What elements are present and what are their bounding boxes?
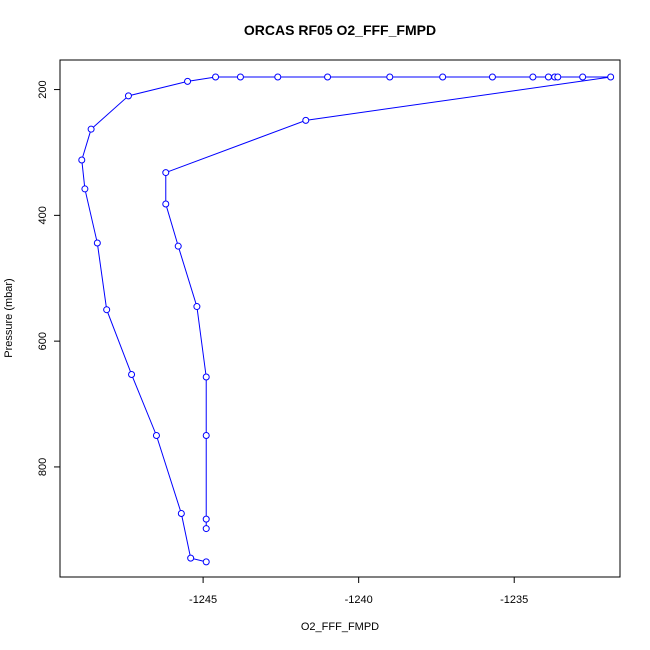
plot-frame bbox=[59, 59, 621, 578]
x-tick-label: -1235 bbox=[500, 594, 528, 606]
data-point bbox=[93, 239, 101, 247]
series-group bbox=[78, 73, 615, 566]
data-point bbox=[124, 92, 132, 100]
data-point bbox=[177, 509, 185, 517]
y-tick-label: 200 bbox=[37, 80, 49, 98]
y-axis-label: Pressure (mbar) bbox=[3, 278, 15, 357]
data-point bbox=[128, 370, 136, 378]
data-point bbox=[162, 169, 170, 177]
data-point bbox=[324, 73, 332, 81]
data-point bbox=[488, 73, 496, 81]
data-point bbox=[78, 156, 86, 164]
y-axis: 200 400 600 800 bbox=[37, 80, 60, 476]
y-tick-label: 400 bbox=[37, 206, 49, 224]
x-tick-label: -1245 bbox=[189, 594, 217, 606]
data-point bbox=[274, 73, 282, 81]
y-tick-label: 800 bbox=[37, 458, 49, 476]
data-point bbox=[103, 306, 111, 314]
data-point bbox=[152, 431, 160, 439]
data-point bbox=[202, 525, 210, 533]
data-point bbox=[607, 73, 615, 81]
data-point bbox=[202, 515, 210, 523]
data-point bbox=[202, 431, 210, 439]
series-line bbox=[81, 76, 611, 563]
x-tick-label: -1240 bbox=[345, 594, 373, 606]
y-tick-label: 600 bbox=[37, 332, 49, 350]
data-point bbox=[236, 73, 244, 81]
data-point bbox=[554, 73, 562, 81]
data-point bbox=[193, 303, 201, 311]
data-point bbox=[302, 116, 310, 124]
data-point bbox=[81, 185, 89, 193]
data-point bbox=[187, 554, 195, 562]
data-point bbox=[439, 73, 447, 81]
data-point bbox=[162, 200, 170, 208]
data-point bbox=[579, 73, 587, 81]
data-point bbox=[184, 77, 192, 85]
data-point bbox=[529, 73, 537, 81]
data-point bbox=[544, 73, 552, 81]
x-axis: -1245 -1240 -1235 bbox=[189, 577, 528, 606]
chart-title: ORCAS RF05 O2_FFF_FMPD bbox=[244, 22, 436, 38]
data-point bbox=[212, 73, 220, 81]
data-point bbox=[202, 558, 210, 566]
x-axis-label: O2_FFF_FMPD bbox=[301, 621, 379, 633]
data-point bbox=[386, 73, 394, 81]
data-point bbox=[87, 125, 95, 133]
data-point bbox=[174, 242, 182, 250]
data-point bbox=[202, 373, 210, 381]
